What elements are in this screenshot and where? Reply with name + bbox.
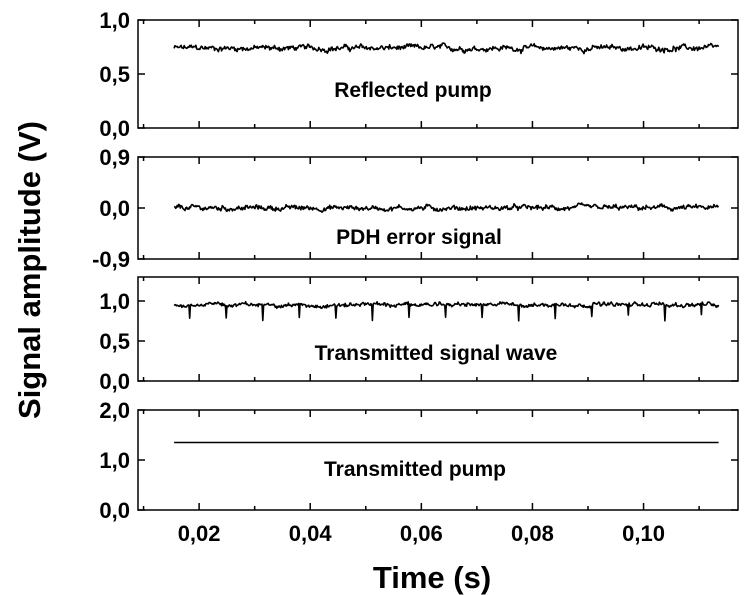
- x-tick-label: 0,10: [622, 521, 665, 546]
- panel-3: 0,0 0,5 1,0 Transmitted signal wave: [99, 276, 739, 394]
- y-tick-label: 0,5: [99, 62, 130, 87]
- panel-frame: [137, 19, 739, 129]
- y-tick-label: 2,0: [99, 398, 130, 423]
- y-tick-label: -0,9: [92, 247, 130, 272]
- panel-label: Reflected pump: [334, 79, 492, 102]
- y-tick-label: 0,5: [99, 329, 130, 354]
- series-line: [173, 202, 720, 213]
- series-line: [173, 42, 720, 55]
- x-axis-title: Time (s): [373, 560, 491, 595]
- series-line: [173, 300, 720, 322]
- panel-label: Transmitted pump: [324, 458, 506, 481]
- x-tick-label: 0,04: [289, 521, 333, 546]
- y-axis-title: Signal amplitude (V): [12, 121, 47, 419]
- y-tick-label: 0,0: [99, 116, 130, 141]
- y-tick-label: 0,0: [99, 196, 130, 221]
- y-tick-label: 0,0: [99, 498, 130, 523]
- x-tick-label: 0,02: [178, 521, 221, 546]
- panel-4: 0,0 1,0 2,0 Transmitted pump: [99, 398, 739, 523]
- panel-frame: [137, 276, 739, 382]
- y-tick-label: 1,0: [99, 289, 130, 314]
- y-tick-label: 1,0: [99, 8, 130, 33]
- panel-2: -0,9 0,0 0,9 PDH error signal: [92, 145, 739, 272]
- panel-label: PDH error signal: [336, 226, 502, 249]
- x-tick-label: 0,06: [400, 521, 443, 546]
- panel-label: Transmitted signal wave: [315, 342, 558, 365]
- y-tick-label: 0,9: [99, 145, 130, 170]
- y-tick-label: 0,0: [99, 369, 130, 394]
- x-tick-label: 0,08: [511, 521, 554, 546]
- panel-1: 0,0 0,5 1,0 Reflected pump: [99, 8, 739, 141]
- y-tick-label: 1,0: [99, 448, 130, 473]
